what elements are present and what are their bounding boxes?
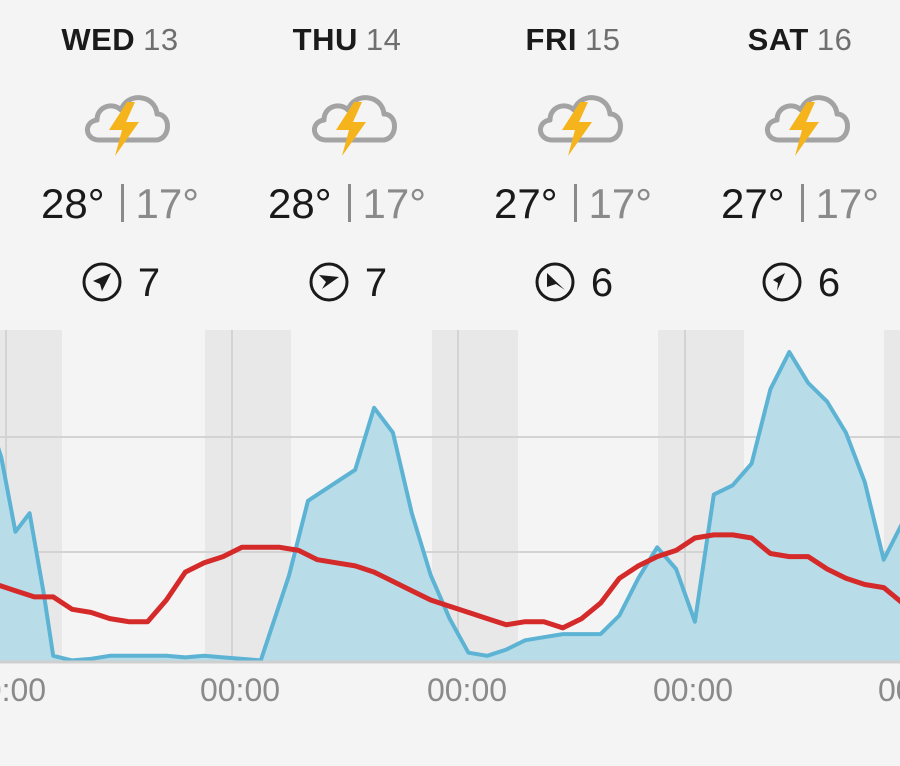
wind-speed: 7 — [364, 261, 388, 305]
wind-speed: 6 — [817, 261, 841, 305]
thunderstorm-icon — [304, 78, 400, 162]
temperature-range: 27° 17° — [458, 180, 688, 228]
day-number: 16 — [816, 22, 853, 57]
day-header: SAT 16 — [685, 22, 900, 58]
day-header: WED 13 — [5, 22, 235, 58]
day-column-fri[interactable]: FRI 15 27° 17° 6 — [458, 0, 688, 330]
temperature-range: 27° 17° — [685, 180, 900, 228]
wind-info: 6 — [458, 260, 688, 306]
wind-direction-icon — [762, 262, 802, 302]
day-column-thu[interactable]: THU 14 28° 17° 7 — [232, 0, 462, 330]
precipitation-line — [0, 350, 900, 663]
temp-divider — [347, 184, 351, 222]
temp-divider — [120, 184, 124, 222]
time-axis: 00:00 00:00 00:00 00:00 00:00 — [0, 672, 900, 708]
wind-direction-icon — [535, 262, 575, 302]
forecast-chart: 00:00 00:00 00:00 00:00 00:00 — [0, 330, 900, 708]
day-number: 14 — [365, 22, 402, 57]
day-column-sat[interactable]: SAT 16 27° 17° 6 — [685, 0, 900, 330]
wind-info: 7 — [5, 260, 235, 306]
time-label: 00:00 — [878, 672, 900, 708]
precipitation-area — [0, 352, 900, 662]
thunderstorm-icon — [530, 78, 626, 162]
wind-info: 7 — [232, 260, 462, 306]
temp-divider — [800, 184, 804, 222]
thunderstorm-icon — [77, 78, 173, 162]
temp-divider — [573, 184, 577, 222]
thunderstorm-icon — [757, 78, 853, 162]
daily-forecast: WED 13 28° 17° 7 THU 14 28° 17° 7 FRI 15 27° 1… — [0, 0, 900, 330]
temperature-range: 28° 17° — [5, 180, 235, 228]
low-temp: 17° — [588, 180, 653, 227]
high-temp: 27° — [493, 180, 558, 227]
day-header: THU 14 — [232, 22, 462, 58]
high-temp: 27° — [720, 180, 785, 227]
wind-direction-icon — [309, 262, 349, 302]
wind-speed: 6 — [590, 261, 614, 305]
day-name: WED — [61, 22, 136, 57]
day-column-wed[interactable]: WED 13 28° 17° 7 — [5, 0, 235, 330]
low-temp: 17° — [815, 180, 880, 227]
low-temp: 17° — [362, 180, 427, 227]
wind-speed: 7 — [137, 261, 161, 305]
temperature-range: 28° 17° — [232, 180, 462, 228]
high-temp: 28° — [267, 180, 332, 227]
temperature-line — [0, 532, 900, 631]
time-label: 00:00 — [0, 672, 46, 708]
time-label: 00:00 — [200, 672, 280, 708]
day-number: 13 — [143, 22, 179, 57]
low-temp: 17° — [135, 180, 200, 227]
wind-info: 6 — [685, 260, 900, 306]
day-name: SAT — [747, 22, 809, 57]
day-number: 15 — [584, 22, 621, 57]
high-temp: 28° — [40, 180, 105, 227]
day-header: FRI 15 — [458, 22, 688, 58]
time-label: 00:00 — [427, 672, 507, 708]
time-label: 00:00 — [653, 672, 733, 708]
wind-direction-icon — [82, 262, 122, 302]
day-name: THU — [292, 22, 358, 57]
day-name: FRI — [525, 22, 577, 57]
